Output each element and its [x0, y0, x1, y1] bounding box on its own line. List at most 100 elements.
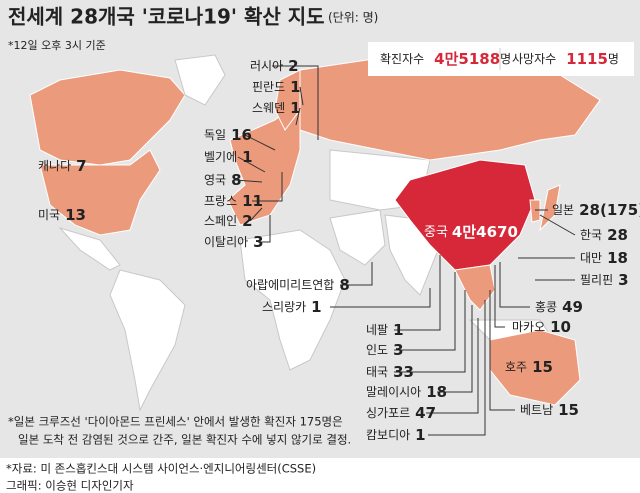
country-name: 핀란드	[252, 80, 285, 94]
country-name: 스웨덴	[252, 101, 285, 115]
leader-line	[258, 215, 271, 243]
stat: 사망자수 1115명	[512, 50, 619, 68]
country-name: 베트남	[520, 403, 553, 417]
country-name: 프랑스	[204, 194, 237, 208]
country-label: 영국 8	[204, 171, 242, 189]
country-label: 말레이시아 18	[366, 383, 447, 401]
country-name: 마카오	[512, 320, 545, 334]
country-name: 호주	[505, 360, 527, 374]
country-name: 한국	[580, 228, 602, 242]
note: *12일 오후 3시 기준	[8, 38, 106, 52]
leader-line	[249, 207, 263, 222]
leader-line	[489, 290, 515, 411]
country-label: 캄보디아 1	[366, 426, 426, 444]
country-count: 3	[253, 233, 263, 251]
footer-band	[0, 458, 640, 493]
country-count: 1	[311, 298, 321, 316]
country-count: 1	[415, 426, 425, 444]
country-count: 8	[231, 171, 241, 189]
country-label: 태국 33	[366, 363, 414, 381]
stat-value: 4만5188	[434, 50, 500, 68]
country-count: 8	[339, 276, 349, 294]
country-name: 태국	[366, 365, 388, 379]
country-label: 프랑스 11	[204, 192, 263, 210]
country-count: 18	[607, 249, 628, 267]
credit: 그래픽: 이승현 디자인기자	[6, 479, 134, 493]
leader-line	[295, 107, 301, 126]
china-label: 중국 4만4670	[424, 223, 518, 241]
country-count: 18	[426, 383, 447, 401]
country-name: 인도	[366, 343, 388, 357]
country-name: 아랍에미리트연합	[246, 278, 334, 292]
country-name: 이탈리아	[204, 235, 248, 249]
country-name: 필리핀	[580, 273, 613, 287]
country-label: 미국 13	[38, 206, 86, 224]
stat-label: 확진자수	[380, 52, 424, 66]
stat-unit: 명	[608, 52, 619, 66]
country-name: 스리랑카	[262, 300, 306, 314]
world-map	[29, 54, 601, 412]
country-count: 11	[242, 192, 263, 210]
country-name: 홍콩	[535, 300, 557, 314]
country-count: 10	[550, 318, 571, 336]
leader-line	[252, 172, 283, 202]
country-count: 28(175)*	[579, 201, 640, 219]
country-name: 독일	[204, 128, 226, 142]
leader-line	[234, 179, 263, 183]
country-label: 스페인 2	[204, 212, 253, 230]
country-count: 33	[393, 363, 414, 381]
leader-line	[394, 255, 441, 331]
country-label: 필리핀 3	[580, 271, 629, 289]
country-name: 중국	[424, 225, 448, 240]
country-name: 스페인	[204, 214, 237, 228]
stat-value: 1115	[566, 50, 608, 68]
country-label: 캐나다 7	[38, 157, 87, 175]
country-count: 1	[290, 99, 300, 117]
country-label: 벨기에 1	[204, 148, 253, 166]
country-name: 캐나다	[38, 159, 71, 173]
stats-box	[368, 42, 634, 76]
footnote: *일본 크루즈선 '다이아몬드 프린세스' 안에서 발생한 확진자 175명은	[8, 415, 343, 429]
country-count: 1	[290, 78, 300, 96]
country-label: 네팔 1	[366, 321, 404, 339]
country-count: 28	[607, 226, 628, 244]
country-count: 1	[393, 321, 403, 339]
country-label: 한국 28	[580, 226, 628, 244]
leader-line	[330, 288, 431, 308]
country-name: 미국	[38, 208, 60, 222]
country-count: 3	[393, 341, 403, 359]
country-name: 대만	[580, 251, 602, 265]
stat: 확진자수 4만5188명	[380, 50, 511, 68]
stat-label: 사망자수	[512, 52, 556, 66]
leader-line	[394, 272, 456, 351]
country-label: 스웨덴 1	[252, 99, 301, 117]
leader-line	[237, 156, 266, 173]
leader-line	[244, 134, 276, 151]
country-label: 인도 3	[366, 341, 404, 359]
country-count: 15	[532, 358, 553, 376]
country-count: 2	[242, 212, 252, 230]
country-name: 러시아	[250, 59, 283, 73]
country-name: 벨기에	[204, 150, 237, 164]
country-label: 핀란드 1	[252, 78, 301, 96]
country-label: 아랍에미리트연합 8	[246, 276, 350, 294]
country-count: 1	[242, 148, 252, 166]
credit: *자료: 미 존스홉킨스대 시스템 사이언스·엔지니어링센터(CSSE)	[6, 462, 316, 476]
leader-line	[426, 318, 479, 414]
country-name: 영국	[204, 173, 226, 187]
country-name: 캄보디아	[366, 428, 410, 442]
country-label: 독일 16	[204, 126, 252, 144]
country-label: 호주 15	[505, 358, 553, 376]
unit: (단위: 명)	[328, 11, 378, 25]
country-count: 4만4670	[452, 223, 518, 241]
country-label: 러시아 2	[250, 57, 299, 75]
country-name: 싱가포르	[366, 406, 410, 420]
country-name: 일본	[552, 203, 574, 217]
country-count: 7	[76, 157, 86, 175]
country-label: 마카오 10	[512, 318, 571, 336]
leader-line	[539, 214, 576, 236]
country-name: 네팔	[366, 323, 388, 337]
stat-unit: 명	[500, 52, 511, 66]
country-count: 49	[562, 298, 583, 316]
